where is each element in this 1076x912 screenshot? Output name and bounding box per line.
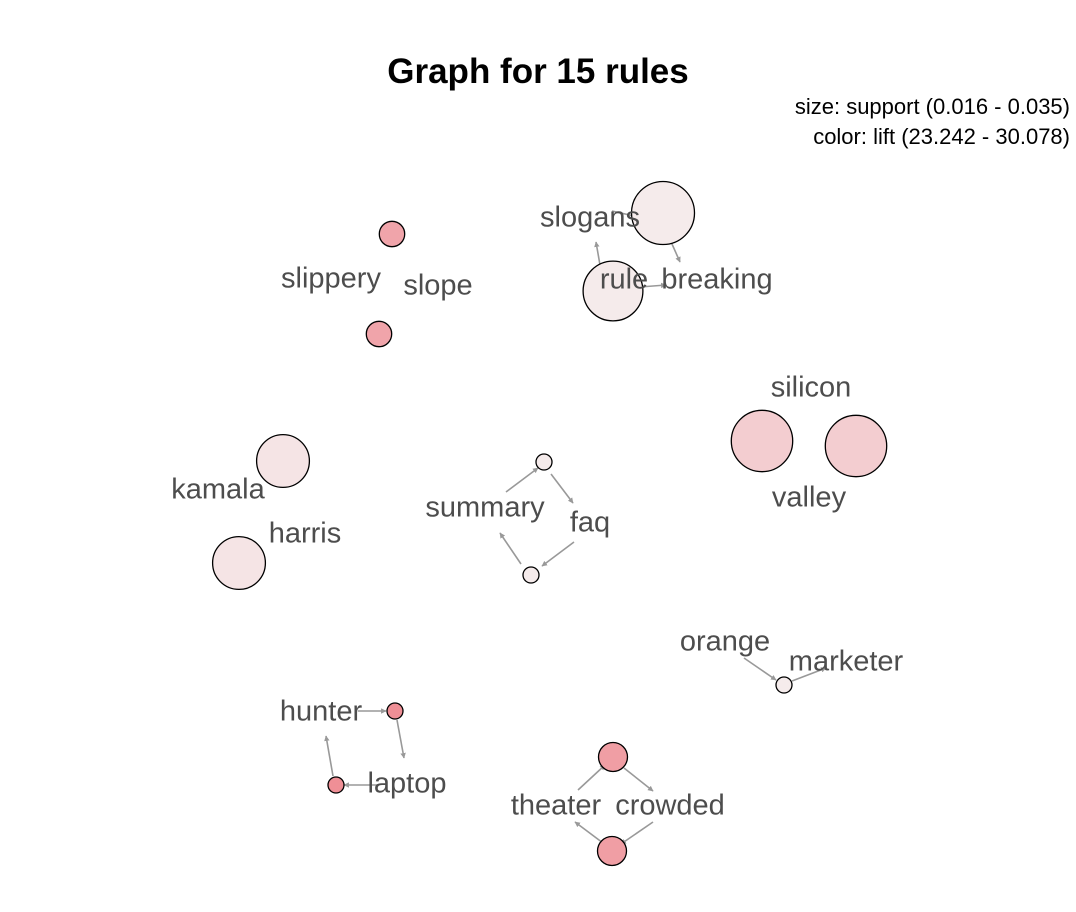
item-label-slippery: slippery [281,263,381,295]
chart-title: Graph for 15 rules [387,52,689,91]
item-label-silicon: silicon [771,372,852,404]
rule-node-r7 [255,433,311,489]
item-label-theater: theater [511,790,602,822]
item-label-valley: valley [772,482,847,514]
item-label-slogans: slogans [540,202,640,234]
edge-rule-to-r4 [594,241,601,266]
edge-r13-to-hunter [324,735,334,777]
edge-r9-to-faq [550,473,574,504]
item-label-kamala: kamala [171,474,265,506]
edge-r4-to-breaking [639,282,667,289]
item-label-faq: faq [570,507,610,539]
edge-orange-to-r11 [743,657,777,681]
edge-summary-to-r9 [505,467,539,493]
edge-faq-to-r10 [541,541,575,567]
item-labels-layer: slippery slope slogans rule breaking silicon v… [171,202,903,822]
rule-node-r6 [824,414,888,478]
edge-crowded-to-r15 [620,821,654,845]
item-label-breaking: breaking [661,264,772,296]
item-label-summary: summary [425,492,545,524]
legend-size: size: support (0.016 - 0.035) [794,94,1070,119]
rule-node-r10 [522,566,540,584]
rule-nodes-layer [211,180,888,867]
item-label-slope: slope [403,270,472,302]
item-label-orange: orange [680,626,770,658]
edge-r12-to-laptop [396,719,406,759]
rule-node-r5 [730,409,794,473]
item-label-laptop: laptop [367,768,446,800]
rule-node-r3 [630,180,696,246]
item-label-crowded: crowded [615,790,725,822]
rule-node-r12 [386,702,404,720]
edge-r15-to-theater [574,821,604,844]
rule-node-r4 [582,260,644,322]
rule-node-r9 [535,453,553,471]
item-label-hunter: hunter [280,696,363,728]
rule-node-r8 [211,535,267,591]
item-label-marketer: marketer [789,646,904,678]
edge-r11-to-marketer [791,667,827,682]
rule-node-r15 [596,835,628,867]
edge-r10-to-summary [499,532,522,565]
edge-theater-to-r14 [577,764,606,791]
item-label-harris: harris [269,518,342,550]
item-label-rule: rule [600,264,648,296]
rule-node-r2 [365,320,393,348]
edge-r14-to-crowded [623,767,654,792]
rule-node-r11 [775,676,793,694]
legend-color: color: lift (23.242 - 30.078) [813,124,1070,149]
rule-node-r1 [378,220,406,248]
rule-node-r13 [327,776,345,794]
rule-node-r14 [597,741,629,773]
